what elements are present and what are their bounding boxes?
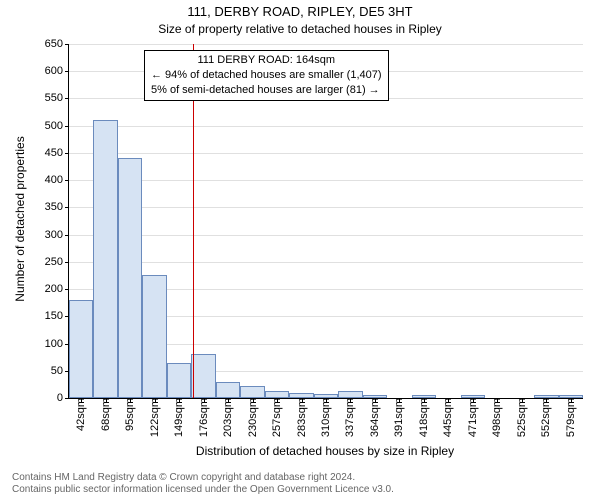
annotation-line: 111 DERBY ROAD: 164sqm — [151, 53, 382, 68]
gridline — [69, 126, 583, 127]
x-tick-label: 391sqm — [393, 398, 405, 437]
x-tick-label: 176sqm — [198, 398, 210, 437]
gridline — [69, 207, 583, 208]
histogram-bar — [191, 354, 215, 398]
footer-line-2: Contains public sector information licen… — [12, 484, 600, 496]
histogram-bar — [167, 363, 191, 398]
y-tick-label: 50 — [51, 365, 69, 377]
x-tick-label: 445sqm — [442, 398, 454, 437]
x-tick-label: 283sqm — [296, 398, 308, 437]
x-tick-label: 525sqm — [516, 398, 528, 437]
x-tick-label: 471sqm — [467, 398, 479, 437]
histogram-bar — [69, 300, 93, 398]
y-tick-label: 200 — [45, 283, 69, 295]
gridline — [69, 180, 583, 181]
x-tick-label: 68sqm — [100, 398, 112, 431]
y-tick-label: 600 — [45, 65, 69, 77]
x-tick-label: 122sqm — [149, 398, 161, 437]
y-tick-label: 500 — [45, 120, 69, 132]
gridline — [69, 44, 583, 45]
y-tick-label: 0 — [57, 392, 69, 404]
x-tick-label: 95sqm — [124, 398, 136, 431]
x-tick-label: 579sqm — [565, 398, 577, 437]
annotation-line: 5% of semi-detached houses are larger (8… — [151, 83, 382, 98]
y-tick-label: 100 — [45, 338, 69, 350]
x-tick-label: 418sqm — [418, 398, 430, 437]
y-tick-label: 350 — [45, 201, 69, 213]
title-sub: Size of property relative to detached ho… — [0, 22, 600, 36]
x-tick-label: 337sqm — [344, 398, 356, 437]
x-tick-label: 257sqm — [271, 398, 283, 437]
annotation-line: ← 94% of detached houses are smaller (1,… — [151, 68, 382, 83]
y-tick-label: 400 — [45, 174, 69, 186]
gridline — [69, 262, 583, 263]
x-tick-label: 230sqm — [247, 398, 259, 437]
y-tick-label: 650 — [45, 38, 69, 50]
x-tick-label: 310sqm — [320, 398, 332, 437]
footer-attribution: Contains HM Land Registry data © Crown c… — [0, 472, 600, 496]
y-tick-label: 250 — [45, 256, 69, 268]
gridline — [69, 235, 583, 236]
annotation-box: 111 DERBY ROAD: 164sqm← 94% of detached … — [144, 50, 389, 101]
histogram-bar — [216, 382, 240, 398]
histogram-bar — [142, 275, 166, 398]
x-tick-label: 203sqm — [222, 398, 234, 437]
y-tick-label: 150 — [45, 310, 69, 322]
footer-line-1: Contains HM Land Registry data © Crown c… — [12, 472, 600, 484]
y-axis-label: Number of detached properties — [13, 129, 27, 309]
x-tick-label: 552sqm — [540, 398, 552, 437]
gridline — [69, 153, 583, 154]
y-tick-label: 450 — [45, 147, 69, 159]
histogram-bar — [118, 158, 142, 398]
y-tick-label: 550 — [45, 92, 69, 104]
histogram-bar — [93, 120, 117, 398]
x-tick-label: 364sqm — [369, 398, 381, 437]
plot-area: 0501001502002503003504004505005506006504… — [68, 44, 583, 399]
x-tick-label: 149sqm — [173, 398, 185, 437]
y-tick-label: 300 — [45, 229, 69, 241]
title-main: 111, DERBY ROAD, RIPLEY, DE5 3HT — [0, 4, 600, 19]
x-tick-label: 498sqm — [491, 398, 503, 437]
chart-container: 111, DERBY ROAD, RIPLEY, DE5 3HT Size of… — [0, 0, 600, 500]
x-tick-label: 42sqm — [75, 398, 87, 431]
histogram-bar — [240, 386, 264, 398]
x-axis-label: Distribution of detached houses by size … — [68, 444, 582, 458]
